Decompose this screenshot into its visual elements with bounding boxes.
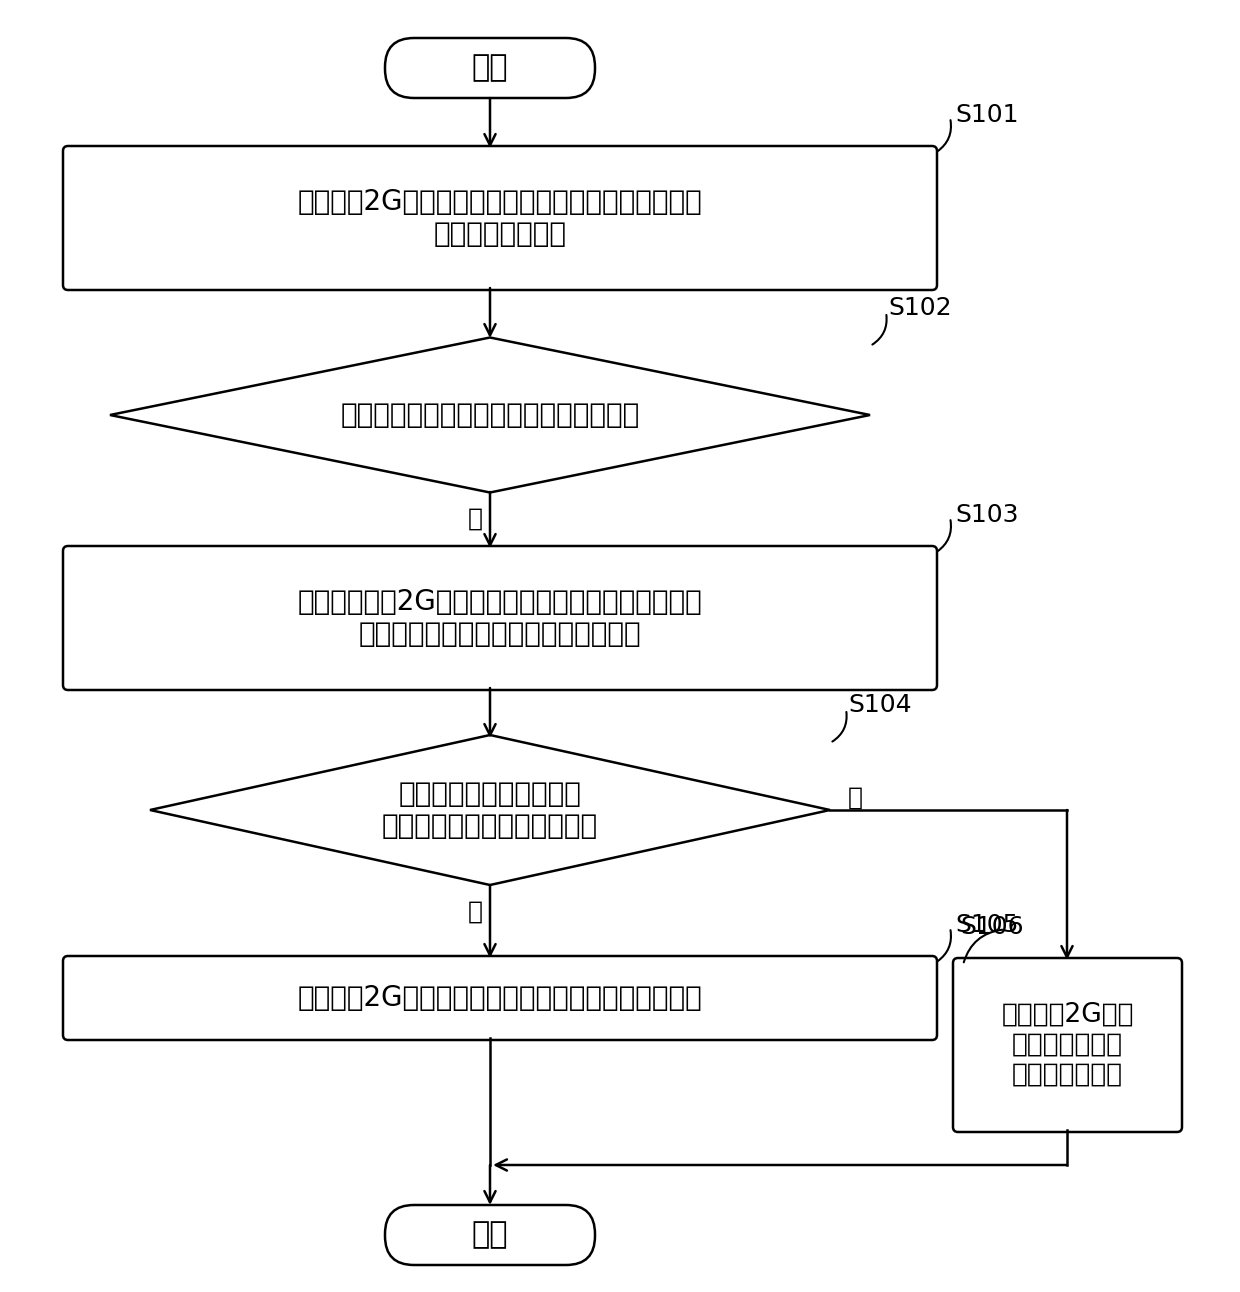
FancyBboxPatch shape xyxy=(63,146,937,289)
Text: 结束: 结束 xyxy=(471,1221,508,1249)
FancyBboxPatch shape xyxy=(63,547,937,690)
Text: S105: S105 xyxy=(955,913,1018,937)
Text: 否: 否 xyxy=(848,786,863,810)
Text: 是否接收到通信网络根据
所述查询指令反馈的回复信息: 是否接收到通信网络根据 所述查询指令反馈的回复信息 xyxy=(382,780,598,840)
Text: S101: S101 xyxy=(955,103,1018,127)
Text: 判断使用2G网络的客户识别模块卡网络连接状态正常: 判断使用2G网络的客户识别模块卡网络连接状态正常 xyxy=(298,985,702,1012)
Text: 检测使用2G网络的客户识别模块卡当前与通信网络之
间的数据交换速率: 检测使用2G网络的客户识别模块卡当前与通信网络之 间的数据交换速率 xyxy=(298,187,702,248)
Text: 判断使用2G网络
的客户识别模块
卡网络连接断开: 判断使用2G网络 的客户识别模块 卡网络连接断开 xyxy=(1001,1003,1133,1088)
Text: S102: S102 xyxy=(888,296,951,320)
Text: S103: S103 xyxy=(955,503,1018,527)
Text: 检测到数据交换速率是否小于预设的阀値: 检测到数据交换速率是否小于预设的阀値 xyxy=(340,401,640,429)
Text: S104: S104 xyxy=(848,693,911,717)
Text: 是: 是 xyxy=(467,506,482,531)
Text: S106: S106 xyxy=(960,915,1024,939)
FancyBboxPatch shape xyxy=(63,956,937,1040)
Text: 通过所述使用2G网络的客户识别模块卡向与该客户识
别模块卡连接的通信网络发送查询指令: 通过所述使用2G网络的客户识别模块卡向与该客户识 别模块卡连接的通信网络发送查询… xyxy=(298,588,702,649)
Text: 开始: 开始 xyxy=(471,53,508,83)
FancyBboxPatch shape xyxy=(954,957,1182,1132)
FancyBboxPatch shape xyxy=(384,37,595,98)
Polygon shape xyxy=(110,337,870,492)
FancyBboxPatch shape xyxy=(384,1205,595,1265)
Text: 是: 是 xyxy=(467,901,482,924)
Polygon shape xyxy=(150,735,830,885)
